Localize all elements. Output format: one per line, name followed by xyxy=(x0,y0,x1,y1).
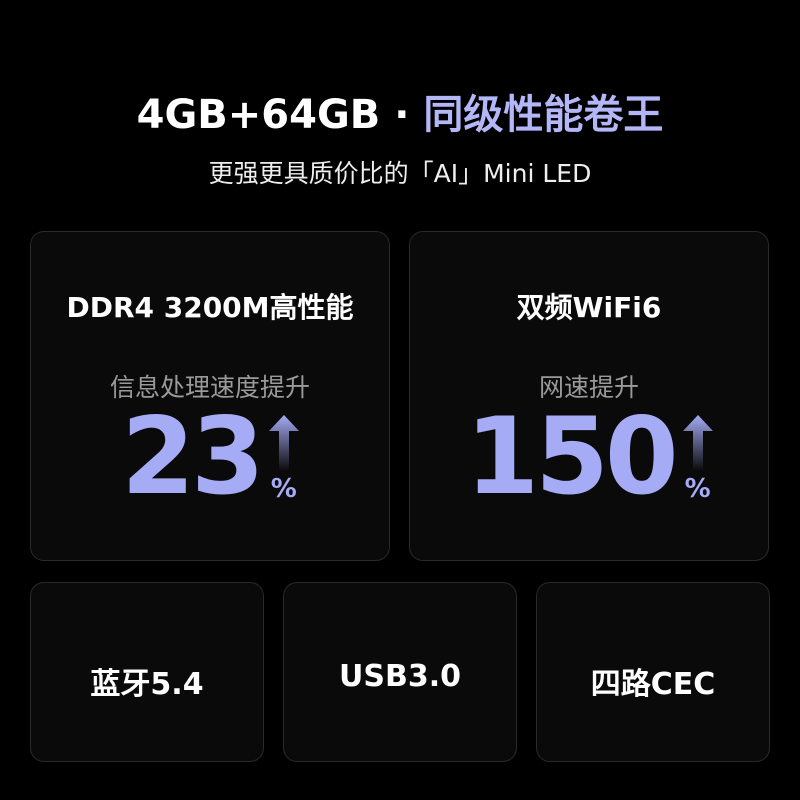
title-main: 4GB+64GB xyxy=(136,92,381,138)
card-value: 150 xyxy=(465,395,678,518)
stat-row: 150 % xyxy=(410,404,768,510)
stat-side: % xyxy=(682,415,713,510)
title-accent: 同级性能卷王 xyxy=(423,92,664,138)
card-caption: 网速提升 xyxy=(538,373,639,402)
stat-side: % xyxy=(268,415,299,510)
arrow-up-icon xyxy=(268,415,299,472)
feature-bluetooth: 蓝牙5.4 xyxy=(30,582,264,762)
card-title: 双频WiFi6 xyxy=(516,291,662,324)
card-caption: 信息处理速度提升 xyxy=(109,373,310,402)
title-separator: · xyxy=(394,92,410,138)
feature-label: 四路CEC xyxy=(590,667,716,702)
feature-label: USB3.0 xyxy=(339,659,461,694)
page-title: 4GB+64GB · 同级性能卷王 xyxy=(0,82,800,140)
feature-cec: 四路CEC xyxy=(536,582,770,762)
feature-label: 蓝牙5.4 xyxy=(90,667,204,702)
card-unit: % xyxy=(270,474,297,505)
arrow-up-icon xyxy=(682,415,713,472)
card-wifi: 双频WiFi6 网速提升 150 % xyxy=(409,231,769,561)
card-value: 23 xyxy=(121,395,265,518)
card-unit: % xyxy=(684,474,711,505)
card-title: DDR4 3200M高性能 xyxy=(66,291,354,324)
feature-usb: USB3.0 xyxy=(283,582,517,762)
stat-row: 23 % xyxy=(31,404,389,510)
subtitle: 更强更具质价比的「AI」Mini LED xyxy=(208,159,592,188)
card-memory: DDR4 3200M高性能 信息处理速度提升 23 % xyxy=(30,231,390,561)
